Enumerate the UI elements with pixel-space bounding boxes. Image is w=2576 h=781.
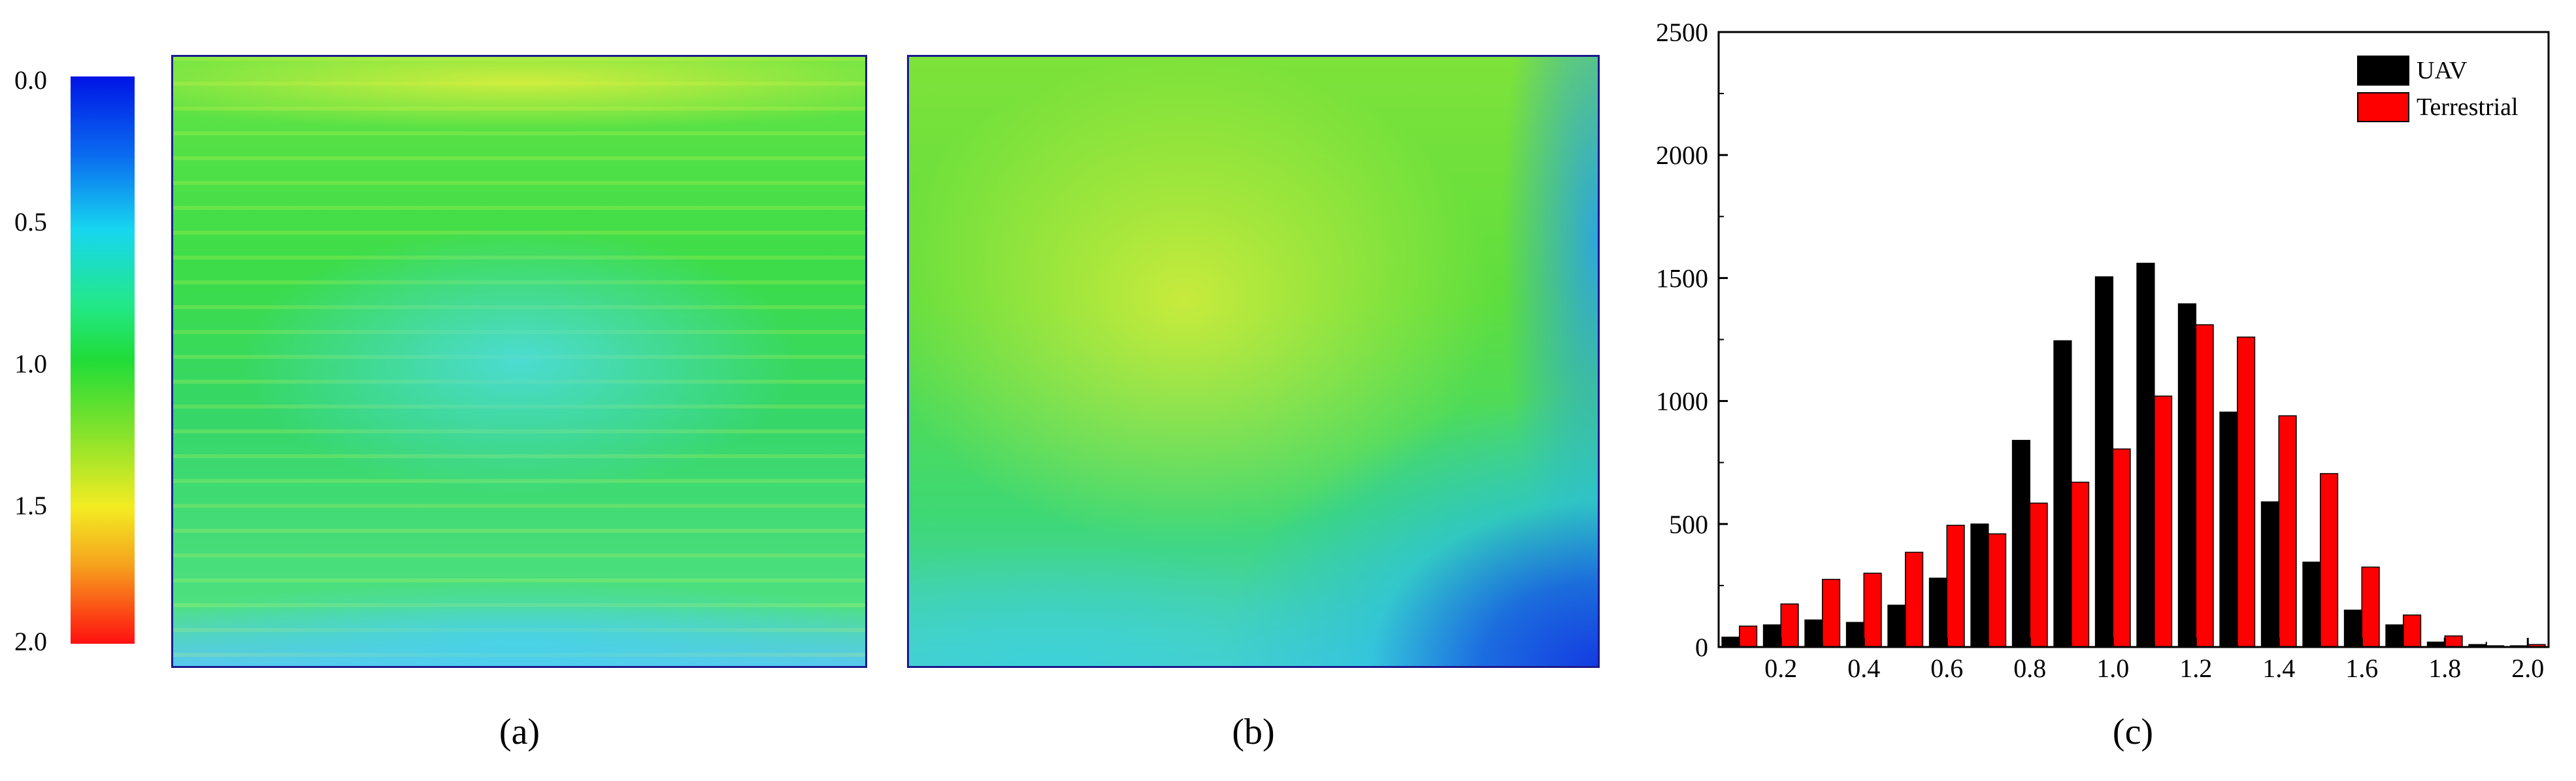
bar-uav bbox=[1970, 523, 1989, 648]
bar-terrestrial bbox=[2029, 503, 2048, 648]
colorbar-tick: 1.0 bbox=[14, 349, 47, 378]
bar-terrestrial bbox=[2320, 473, 2339, 648]
x-tick-label: 1.0 bbox=[2096, 654, 2129, 683]
y-tick-label: 500 bbox=[1669, 510, 1708, 539]
x-tick-label: 1.8 bbox=[2428, 654, 2461, 683]
x-tick-label: 1.2 bbox=[2179, 654, 2212, 683]
plot-frame bbox=[1717, 31, 2550, 648]
colorbar-tick: 1.5 bbox=[14, 491, 47, 520]
bar-uav bbox=[2177, 303, 2197, 648]
bar-uav bbox=[1928, 577, 1947, 648]
x-tick-label: 1.6 bbox=[2345, 654, 2378, 683]
colorbar-tick: 2.0 bbox=[14, 627, 47, 656]
y-tick-label: 1000 bbox=[1656, 387, 1708, 416]
colorbar-tick: 0.0 bbox=[14, 65, 47, 95]
bar-terrestrial bbox=[2403, 614, 2422, 648]
legend-label: UAV bbox=[2417, 57, 2468, 84]
legend-swatch bbox=[2357, 56, 2409, 86]
bar-uav bbox=[1804, 619, 1823, 648]
bar-uav bbox=[1762, 624, 1782, 648]
bar-terrestrial bbox=[1905, 552, 1924, 648]
y-tick-label: 2000 bbox=[1656, 141, 1708, 170]
bar-terrestrial bbox=[2278, 415, 2297, 648]
bar-terrestrial bbox=[2071, 482, 2090, 648]
colorbar-tick: 0.5 bbox=[14, 207, 47, 237]
bar-uav bbox=[2302, 561, 2321, 648]
panel-label-c: (c) bbox=[2112, 712, 2154, 752]
y-tick-label: 1500 bbox=[1656, 263, 1708, 293]
y-tick-label: 0 bbox=[1695, 633, 1708, 662]
bar-terrestrial bbox=[2154, 395, 2173, 648]
histogram-svg: 0 500 1000 1500 2000 2500 0.2 0.4 0.6 0.8 1.0 1.2 1.… bbox=[1656, 18, 2550, 683]
y-tick-label: 2500 bbox=[1656, 18, 1708, 47]
x-tick-label: 0.2 bbox=[1764, 654, 1797, 683]
x-tick-label: 0.4 bbox=[1847, 654, 1880, 683]
bar-terrestrial bbox=[2195, 324, 2214, 648]
bar-terrestrial bbox=[2361, 566, 2380, 648]
bar-terrestrial bbox=[2444, 635, 2463, 648]
legend-label: Terrestrial bbox=[2417, 93, 2518, 121]
bar-uav bbox=[2053, 340, 2072, 648]
bar-terrestrial bbox=[1863, 573, 1882, 648]
x-tick-label: 0.8 bbox=[2013, 654, 2046, 683]
panel-label-a: (a) bbox=[499, 712, 540, 752]
bar-uav bbox=[2011, 440, 2031, 648]
bar-terrestrial bbox=[1780, 603, 1799, 648]
bar-uav bbox=[1887, 605, 1906, 648]
bar-uav bbox=[2136, 263, 2155, 648]
panel-label-b: (b) bbox=[1232, 712, 1275, 752]
heatmap-uav bbox=[171, 55, 867, 668]
bar-terrestrial bbox=[2112, 448, 2131, 648]
bar-terrestrial bbox=[1988, 533, 2007, 648]
bar-uav bbox=[2343, 609, 2362, 648]
bar-uav bbox=[2219, 411, 2238, 648]
heatmap-terrestrial bbox=[907, 55, 1600, 668]
histogram-chart: 0 500 1000 1500 2000 2500 0.2 0.4 0.6 0.8 1.0 1.2 1.… bbox=[1608, 0, 2576, 778]
bar-terrestrial bbox=[2237, 336, 2256, 648]
legend-swatch bbox=[2357, 92, 2409, 122]
x-tick-label: 0.6 bbox=[1930, 654, 1963, 683]
x-tick-label: 2.0 bbox=[2511, 654, 2544, 683]
bar-uav bbox=[2385, 624, 2404, 648]
bar-terrestrial bbox=[1946, 524, 1965, 648]
bar-terrestrial bbox=[1739, 625, 1758, 648]
bar-uav bbox=[1721, 637, 1740, 648]
x-tick-label: 1.4 bbox=[2262, 654, 2295, 683]
bar-uav bbox=[2260, 501, 2280, 648]
colorbar bbox=[71, 76, 135, 644]
bar-uav bbox=[2094, 276, 2114, 648]
bar-uav bbox=[1845, 622, 1864, 648]
bar-terrestrial bbox=[1822, 578, 1841, 648]
